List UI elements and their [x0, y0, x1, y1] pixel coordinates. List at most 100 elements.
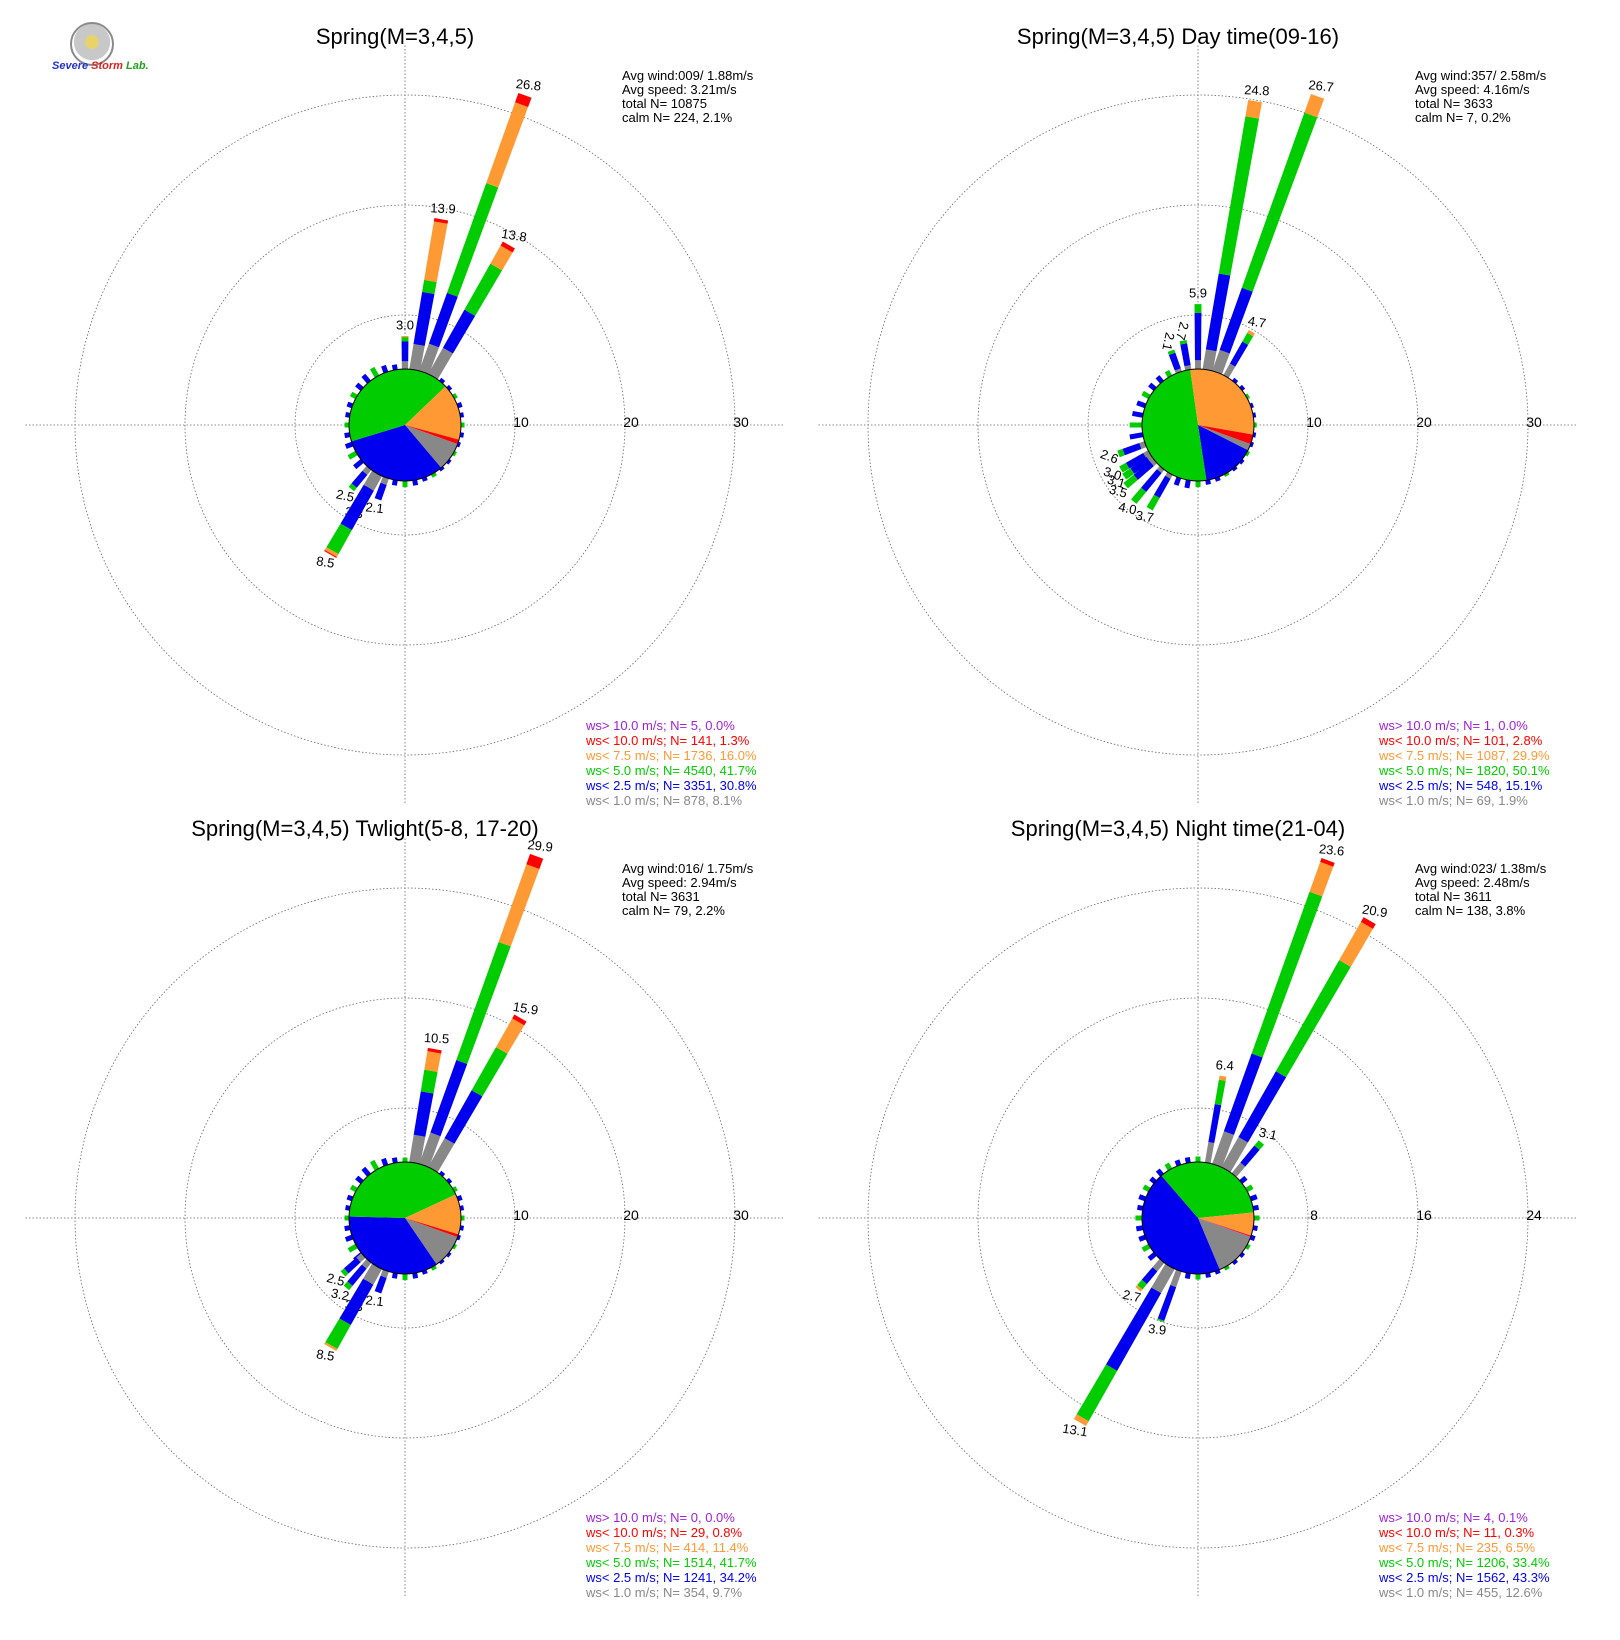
stat-avg-speed: Avg speed: 2.94m/s [622, 875, 737, 890]
grid-ring [294, 1107, 516, 1329]
stat-avg-wind: Avg wind:357/ 2.58m/s [1415, 68, 1547, 83]
pie-slice [1142, 369, 1207, 481]
small-petal [1239, 1175, 1248, 1184]
petal-dir-210: 8.5 [315, 470, 382, 571]
petal-segment [1149, 458, 1158, 467]
ring-label: 8 [1310, 1207, 1318, 1223]
petal-segment [1231, 1162, 1246, 1178]
petal-segment [1141, 1267, 1158, 1285]
petal-segment [1151, 1263, 1175, 1294]
small-petal [1141, 390, 1151, 400]
small-petal [1249, 1194, 1258, 1202]
pie-slice [351, 425, 442, 482]
petal-segment [1194, 312, 1202, 361]
small-petal [430, 1265, 437, 1271]
stat-total: total N= 3633 [1415, 96, 1493, 111]
petal-label: 3.0 [396, 317, 414, 332]
petal-segment [1146, 494, 1160, 511]
petal-segment [1240, 1145, 1260, 1167]
petal-dir-20: 26.8 [419, 76, 542, 375]
petal-dir-220: 2.7 [1122, 1258, 1165, 1305]
petal-segment [401, 336, 409, 338]
small-petal [459, 412, 465, 418]
petal-dir-350: 2.7 [1173, 320, 1192, 371]
petal-segment [1125, 452, 1147, 469]
petal-segment [351, 470, 368, 488]
petal-segment [413, 1091, 434, 1137]
petal-segment [428, 347, 453, 380]
pie-slice [1198, 1218, 1251, 1270]
petal-segment [456, 941, 511, 1064]
grid-ring [1087, 314, 1309, 536]
petal-segment [1275, 960, 1351, 1078]
petal-dir-30: 4.7 [1223, 313, 1267, 379]
petal-segment [1218, 1075, 1227, 1081]
small-petal [369, 366, 380, 378]
small-petal [345, 1205, 351, 1211]
petal-label: 3.9 [1147, 1321, 1167, 1338]
pie-slice [405, 425, 460, 445]
small-petal [391, 479, 398, 486]
lab-logo: Severe Storm Lab. [52, 22, 149, 82]
petal-segment [428, 1138, 455, 1173]
petal-segment [427, 1047, 442, 1054]
petal-segment [1130, 457, 1151, 474]
petal-segment [409, 343, 425, 371]
petal-dir-200: 2.1 [365, 1269, 389, 1309]
petal-label: 2.7 [1122, 1287, 1143, 1305]
small-petal [355, 382, 364, 391]
pie-slice [1198, 425, 1254, 445]
petal-label: 15.9 [512, 999, 539, 1018]
legend-entry: ws< 5.0 m/s; N= 1820, 50.1% [1378, 763, 1550, 778]
petal-segment [424, 221, 448, 283]
small-petal [361, 1166, 371, 1177]
petal-segment [1223, 363, 1236, 379]
petal-segment [498, 864, 540, 947]
small-petal [1164, 1162, 1173, 1171]
small-petal [1147, 1252, 1157, 1261]
small-petal [452, 393, 458, 400]
ring-label: 16 [1416, 1207, 1432, 1223]
petal-segment [340, 1268, 349, 1277]
petal-segment [413, 291, 435, 346]
small-petal [346, 401, 354, 409]
petal-dir-220: 3.2 [330, 1258, 372, 1304]
pie-slice [1198, 1218, 1252, 1237]
small-petal [1205, 1272, 1211, 1278]
petal-segment [512, 1014, 527, 1026]
legend-entry: ws< 2.5 m/s; N= 548, 15.1% [1378, 778, 1543, 793]
petal-dir-220: 4.0 [1117, 465, 1165, 517]
pie-slice [1190, 369, 1254, 435]
petal-segment [1117, 448, 1125, 458]
small-petal [1155, 1168, 1164, 1177]
stat-avg-speed: Avg speed: 4.16m/s [1415, 82, 1530, 97]
pie-slice [405, 1194, 461, 1235]
pie-slice [405, 1218, 458, 1265]
petal-label: 3.1 [1106, 472, 1128, 492]
windrose-panel-3: 10203010.529.915.92.13.33.22.58.5Spring(… [25, 816, 785, 1600]
petal-segment [1221, 1137, 1248, 1173]
petal-label: 20.9 [1361, 902, 1388, 921]
stat-calm: calm N= 224, 2.1% [622, 110, 733, 125]
petal-segment [1194, 304, 1202, 313]
windrose-panel-4: 8 16 24 6.4 23.6 20.9 3.1 3.92.7 13.1 Spring(M=3,… [818, 816, 1578, 1600]
petal-dir-30: 20.9 [1221, 902, 1389, 1173]
petal-segment [374, 1275, 387, 1294]
petal-segment [339, 1278, 374, 1326]
small-petal [346, 1194, 354, 1202]
small-petal [1173, 476, 1182, 486]
petal-segment [1212, 349, 1230, 375]
petal-segment [1131, 487, 1147, 504]
pie-outline [1141, 368, 1255, 482]
small-petal [381, 364, 389, 374]
petal-label: 2.6 [1098, 446, 1120, 466]
petal-segment [1204, 1142, 1215, 1164]
petal-segment [401, 341, 409, 362]
petal-segment [1135, 1285, 1143, 1292]
petal-dir-10: 10.5 [409, 1030, 450, 1164]
stat-avg-wind: Avg wind:009/ 1.88m/s [622, 68, 754, 83]
windrose-panel-1: 1020303.013.926.813.82.13.32.58.5Spring(… [25, 24, 785, 808]
petal-dir-30: 15.9 [428, 999, 539, 1173]
petal-segment [1165, 471, 1173, 479]
petal-segment [1184, 364, 1192, 371]
